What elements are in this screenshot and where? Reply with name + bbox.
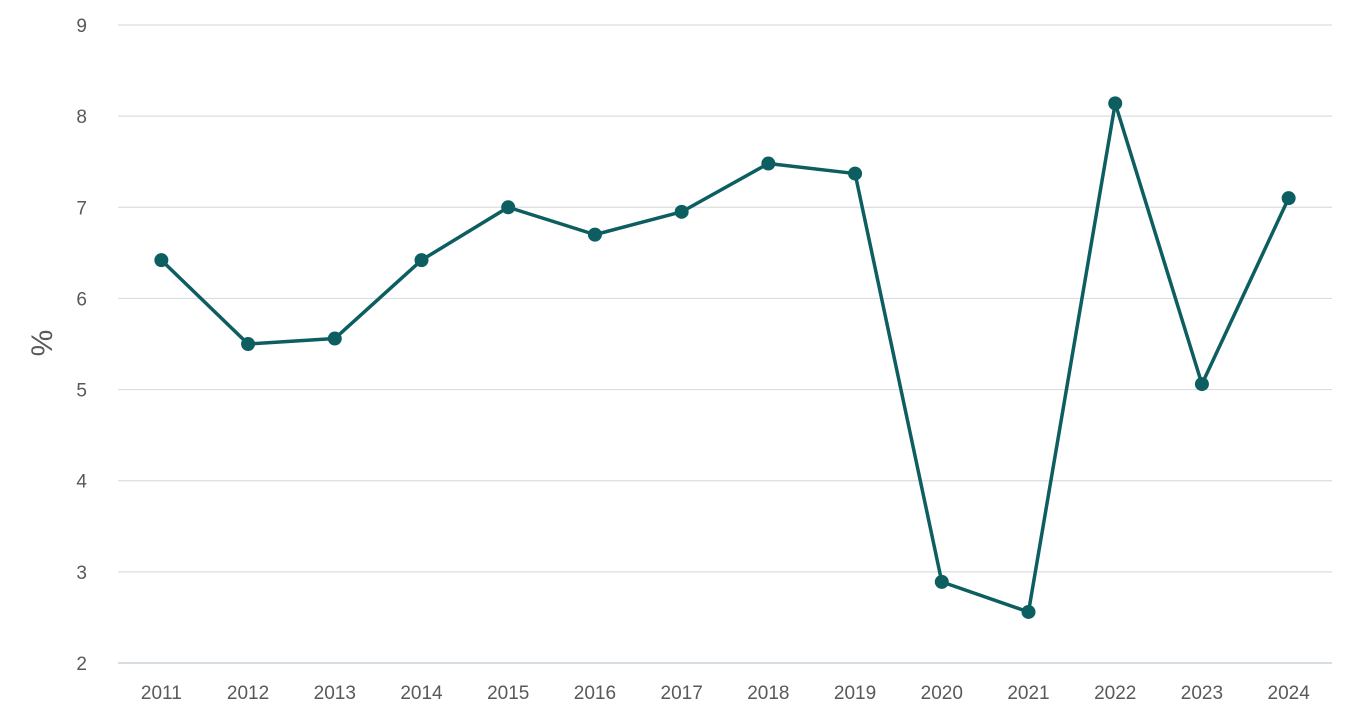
x-tick-label: 2021 bbox=[1007, 683, 1049, 704]
y-axis-label: % bbox=[26, 330, 59, 357]
y-tick-label: 4 bbox=[76, 472, 87, 493]
data-point bbox=[587, 227, 602, 242]
data-point bbox=[327, 331, 342, 346]
x-tick-label: 2015 bbox=[487, 683, 529, 704]
gridlines bbox=[118, 24, 1332, 664]
x-tick-label: 2022 bbox=[1094, 683, 1136, 704]
data-point bbox=[848, 166, 863, 181]
data-point bbox=[761, 156, 776, 171]
x-tick-label: 2023 bbox=[1181, 683, 1223, 704]
y-tick-label: 2 bbox=[76, 654, 87, 675]
y-tick-label: 3 bbox=[76, 563, 87, 584]
data-point bbox=[154, 253, 169, 268]
y-axis-ticks: 2 3 4 5 6 7 8 9 bbox=[76, 16, 87, 675]
data-point bbox=[674, 204, 689, 219]
y-tick-label: 7 bbox=[76, 198, 87, 219]
data-point bbox=[241, 337, 256, 351]
data-point bbox=[1281, 191, 1296, 206]
x-tick-label: 2020 bbox=[921, 683, 963, 704]
x-tick-label: 2011 bbox=[141, 683, 182, 704]
x-tick-label: 2019 bbox=[834, 683, 876, 704]
data-point bbox=[1194, 377, 1209, 392]
x-tick-label: 2018 bbox=[747, 683, 789, 704]
data-point bbox=[934, 574, 949, 589]
y-tick-label: 9 bbox=[76, 16, 87, 37]
x-tick-label: 2016 bbox=[574, 683, 616, 704]
x-tick-label: 2014 bbox=[400, 683, 443, 704]
data-point bbox=[501, 200, 516, 215]
y-tick-label: 8 bbox=[76, 107, 87, 128]
y-tick-label: 5 bbox=[76, 381, 87, 402]
x-tick-label: 2017 bbox=[661, 683, 703, 704]
series-line bbox=[159, 101, 1291, 614]
series-group bbox=[154, 96, 1296, 619]
x-tick-label: 2024 bbox=[1268, 683, 1311, 704]
data-point bbox=[1021, 604, 1036, 619]
x-tick-label: 2012 bbox=[227, 683, 269, 704]
x-tick-label: 2013 bbox=[314, 683, 356, 704]
data-point bbox=[1108, 96, 1123, 111]
y-tick-label: 6 bbox=[76, 289, 87, 310]
data-point bbox=[414, 253, 429, 268]
x-axis-ticks: 2011 2012 2013 2014 2015 2016 2017 2018 2019 2020… bbox=[141, 683, 1310, 704]
